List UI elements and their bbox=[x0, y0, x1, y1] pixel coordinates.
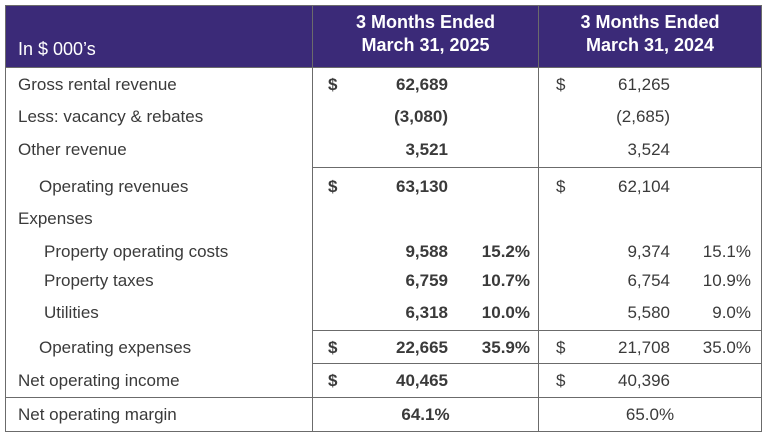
col-divider-left bbox=[312, 6, 313, 431]
table-row: Operating expenses $ 22,665 35.9% $ 21,7… bbox=[6, 333, 761, 363]
row-label: Property operating costs bbox=[44, 242, 229, 261]
value-2025: 6,318 bbox=[405, 303, 448, 322]
row-label: Net operating margin bbox=[18, 405, 177, 424]
col-2024-line1: 3 Months Ended bbox=[580, 12, 720, 32]
financial-table: In $ 000’s 3 Months Ended March 31, 2025… bbox=[5, 5, 762, 432]
row-label: Other revenue bbox=[18, 140, 127, 159]
unit-label: In $ 000’s bbox=[18, 39, 96, 59]
percent-2024: 10.9% bbox=[702, 271, 751, 290]
rule-before-operating-expenses bbox=[312, 330, 761, 331]
rule-before-net-operating-income bbox=[312, 363, 761, 364]
currency-symbol-2024: $ bbox=[556, 75, 566, 94]
table-row: Operating revenues $ 63,130 $ 62,104 bbox=[6, 172, 761, 202]
col-2025-line1: 3 Months Ended bbox=[356, 12, 495, 32]
table-row: Less: vacancy & rebates (3,080) (2,685) bbox=[6, 102, 761, 132]
row-label: Utilities bbox=[44, 303, 99, 322]
table-row: Gross rental revenue $ 62,689 $ 61,265 bbox=[6, 70, 761, 100]
percent-2024: 15.1% bbox=[702, 242, 751, 261]
currency-symbol-2024: $ bbox=[556, 338, 566, 357]
row-label: Net operating income bbox=[18, 371, 180, 390]
rule-before-operating-revenues bbox=[312, 167, 761, 168]
row-label: Property taxes bbox=[44, 271, 154, 290]
value-2024: 21,708 bbox=[618, 338, 670, 357]
percent-2024: 9.0% bbox=[712, 303, 751, 322]
table-row: Expenses bbox=[6, 204, 761, 234]
col-divider-right bbox=[538, 6, 539, 431]
row-label: Operating expenses bbox=[39, 338, 192, 357]
row-label: Gross rental revenue bbox=[18, 75, 177, 94]
table-row: Property taxes 6,759 10.7% 6,754 10.9% bbox=[6, 266, 761, 296]
header-bottom-rule bbox=[6, 67, 761, 68]
currency-symbol-2024: $ bbox=[556, 177, 566, 196]
value-2025: 3,521 bbox=[405, 140, 448, 159]
value-2024: 9,374 bbox=[627, 242, 670, 261]
table-row: Property operating costs 9,588 15.2% 9,3… bbox=[6, 237, 761, 267]
currency-symbol-2025: $ bbox=[328, 338, 338, 357]
currency-symbol-2025: $ bbox=[328, 75, 338, 94]
percent-2024: 35.0% bbox=[702, 338, 751, 357]
percent-2025: 10.7% bbox=[481, 271, 530, 290]
value-2025: 63,130 bbox=[396, 177, 448, 196]
value-2025: 40,465 bbox=[396, 371, 448, 390]
row-label: Expenses bbox=[18, 209, 93, 228]
percent-2025: 35.9% bbox=[481, 338, 530, 357]
row-label: Less: vacancy & rebates bbox=[18, 107, 204, 126]
value-2025: 22,665 bbox=[396, 338, 448, 357]
value-2024: 61,265 bbox=[618, 75, 670, 94]
header-col-2024: 3 Months Ended March 31, 2024 bbox=[539, 6, 761, 67]
value-2025: 6,759 bbox=[405, 271, 448, 290]
header-label-cell: In $ 000’s bbox=[6, 6, 312, 67]
value-2024: 5,580 bbox=[627, 303, 670, 322]
table-row: Net operating income $ 40,465 $ 40,396 bbox=[6, 366, 761, 396]
table-row: Utilities 6,318 10.0% 5,580 9.0% bbox=[6, 298, 761, 328]
value-2024: 3,524 bbox=[627, 140, 670, 159]
value-2025: 9,588 bbox=[405, 242, 448, 261]
percent-2025: 15.2% bbox=[481, 242, 530, 261]
value-2025: (3,080) bbox=[394, 107, 448, 126]
margin-2025: 64.1% bbox=[401, 405, 450, 424]
table-row: Other revenue 3,521 3,524 bbox=[6, 135, 761, 165]
currency-symbol-2024: $ bbox=[556, 371, 566, 390]
percent-2025: 10.0% bbox=[481, 303, 530, 322]
value-2024: 6,754 bbox=[627, 271, 670, 290]
value-2024: 40,396 bbox=[618, 371, 670, 390]
value-2024: 62,104 bbox=[618, 177, 670, 196]
margin-row: Net operating margin 64.1% 65.0% bbox=[6, 400, 761, 430]
margin-2024: 65.0% bbox=[625, 405, 675, 424]
col-2024-line2: March 31, 2024 bbox=[585, 35, 715, 55]
currency-symbol-2025: $ bbox=[328, 177, 338, 196]
rule-before-net-operating-margin bbox=[6, 397, 761, 398]
row-label: Operating revenues bbox=[39, 177, 189, 196]
value-2024: (2,685) bbox=[616, 107, 670, 126]
col-2025-line2: March 31, 2025 bbox=[361, 35, 490, 55]
currency-symbol-2025: $ bbox=[328, 371, 338, 390]
value-2025: 62,689 bbox=[396, 75, 448, 94]
header-col-2025: 3 Months Ended March 31, 2025 bbox=[313, 6, 538, 67]
